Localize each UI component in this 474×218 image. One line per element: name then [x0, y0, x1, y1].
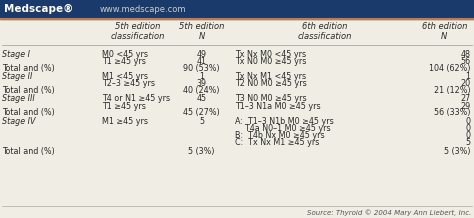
Text: 40 (24%): 40 (24%) — [183, 86, 220, 95]
Text: 6th edition
N: 6th edition N — [422, 22, 467, 41]
Text: 5 (3%): 5 (3%) — [444, 147, 470, 156]
Text: T1–3 N1a M0 ≥45 yrs: T1–3 N1a M0 ≥45 yrs — [235, 102, 320, 111]
Text: 1: 1 — [465, 72, 470, 81]
Text: Tx N0 M0 ≥45 yrs: Tx N0 M0 ≥45 yrs — [235, 57, 306, 66]
Text: T2–3 ≥45 yrs: T2–3 ≥45 yrs — [102, 79, 155, 89]
Text: 56: 56 — [460, 57, 470, 66]
Text: Stage I: Stage I — [2, 50, 30, 59]
Text: Stage III: Stage III — [2, 94, 35, 104]
Text: 1: 1 — [199, 72, 204, 81]
Text: 5: 5 — [199, 117, 204, 126]
Text: T3 N0 M0 ≥45 yrs: T3 N0 M0 ≥45 yrs — [235, 94, 306, 104]
Text: C:  Tx Nx M1 ≥45 yrs: C: Tx Nx M1 ≥45 yrs — [235, 138, 319, 147]
Text: 5: 5 — [465, 138, 470, 147]
Text: M1 <45 yrs: M1 <45 yrs — [102, 72, 148, 81]
Text: 5th edition
N: 5th edition N — [179, 22, 224, 41]
Text: Total and (%): Total and (%) — [2, 147, 55, 156]
Text: M0 <45 yrs: M0 <45 yrs — [102, 50, 148, 59]
Text: M1 ≥45 yrs: M1 ≥45 yrs — [102, 117, 148, 126]
Text: www.medscape.com: www.medscape.com — [100, 5, 186, 14]
Text: T1 ≥45 yrs: T1 ≥45 yrs — [102, 57, 146, 66]
Text: 5th edition
classification: 5th edition classification — [110, 22, 164, 41]
Text: 0: 0 — [465, 117, 470, 126]
Text: Source: Thyroid © 2004 Mary Ann Liebert, Inc.: Source: Thyroid © 2004 Mary Ann Liebert,… — [307, 209, 472, 216]
Bar — [0, 0, 474, 19]
Text: Stage IV: Stage IV — [2, 117, 36, 126]
Text: 104 (62%): 104 (62%) — [428, 63, 470, 73]
Text: Total and (%): Total and (%) — [2, 108, 55, 117]
Text: Stage II: Stage II — [2, 72, 33, 81]
Text: 45: 45 — [196, 94, 207, 104]
Text: 48: 48 — [460, 50, 470, 59]
Text: 21 (12%): 21 (12%) — [434, 86, 470, 95]
Text: A:  T1–3 N1b M0 ≥45 yrs: A: T1–3 N1b M0 ≥45 yrs — [235, 117, 333, 126]
Text: 5 (3%): 5 (3%) — [188, 147, 215, 156]
Text: T1 ≥45 yrs: T1 ≥45 yrs — [102, 102, 146, 111]
Text: 41: 41 — [196, 57, 207, 66]
Text: Total and (%): Total and (%) — [2, 63, 55, 73]
Text: T4a N0–1 M0 ≥45 yrs: T4a N0–1 M0 ≥45 yrs — [235, 124, 330, 133]
Text: 56 (33%): 56 (33%) — [434, 108, 470, 117]
Text: B:  T4b Nx M0 ≥45 yrs: B: T4b Nx M0 ≥45 yrs — [235, 131, 324, 140]
Text: 0: 0 — [465, 131, 470, 140]
Text: 45 (27%): 45 (27%) — [183, 108, 220, 117]
Text: 20: 20 — [460, 79, 470, 89]
Text: Medscape®: Medscape® — [4, 4, 73, 14]
Text: 39: 39 — [196, 79, 207, 89]
Text: T4 or N1 ≥45 yrs: T4 or N1 ≥45 yrs — [102, 94, 170, 104]
Text: 0: 0 — [465, 124, 470, 133]
Text: 29: 29 — [460, 102, 470, 111]
Text: 90 (53%): 90 (53%) — [183, 63, 220, 73]
Text: Total and (%): Total and (%) — [2, 86, 55, 95]
Text: 6th edition
classification: 6th edition classification — [298, 22, 352, 41]
Text: T2 N0 M0 ≥45 yrs: T2 N0 M0 ≥45 yrs — [235, 79, 306, 89]
Text: 49: 49 — [196, 50, 207, 59]
Text: Tx Nx M1 <45 yrs: Tx Nx M1 <45 yrs — [235, 72, 306, 81]
Text: 27: 27 — [460, 94, 470, 104]
Text: Tx Nx M0 <45 yrs: Tx Nx M0 <45 yrs — [235, 50, 306, 59]
